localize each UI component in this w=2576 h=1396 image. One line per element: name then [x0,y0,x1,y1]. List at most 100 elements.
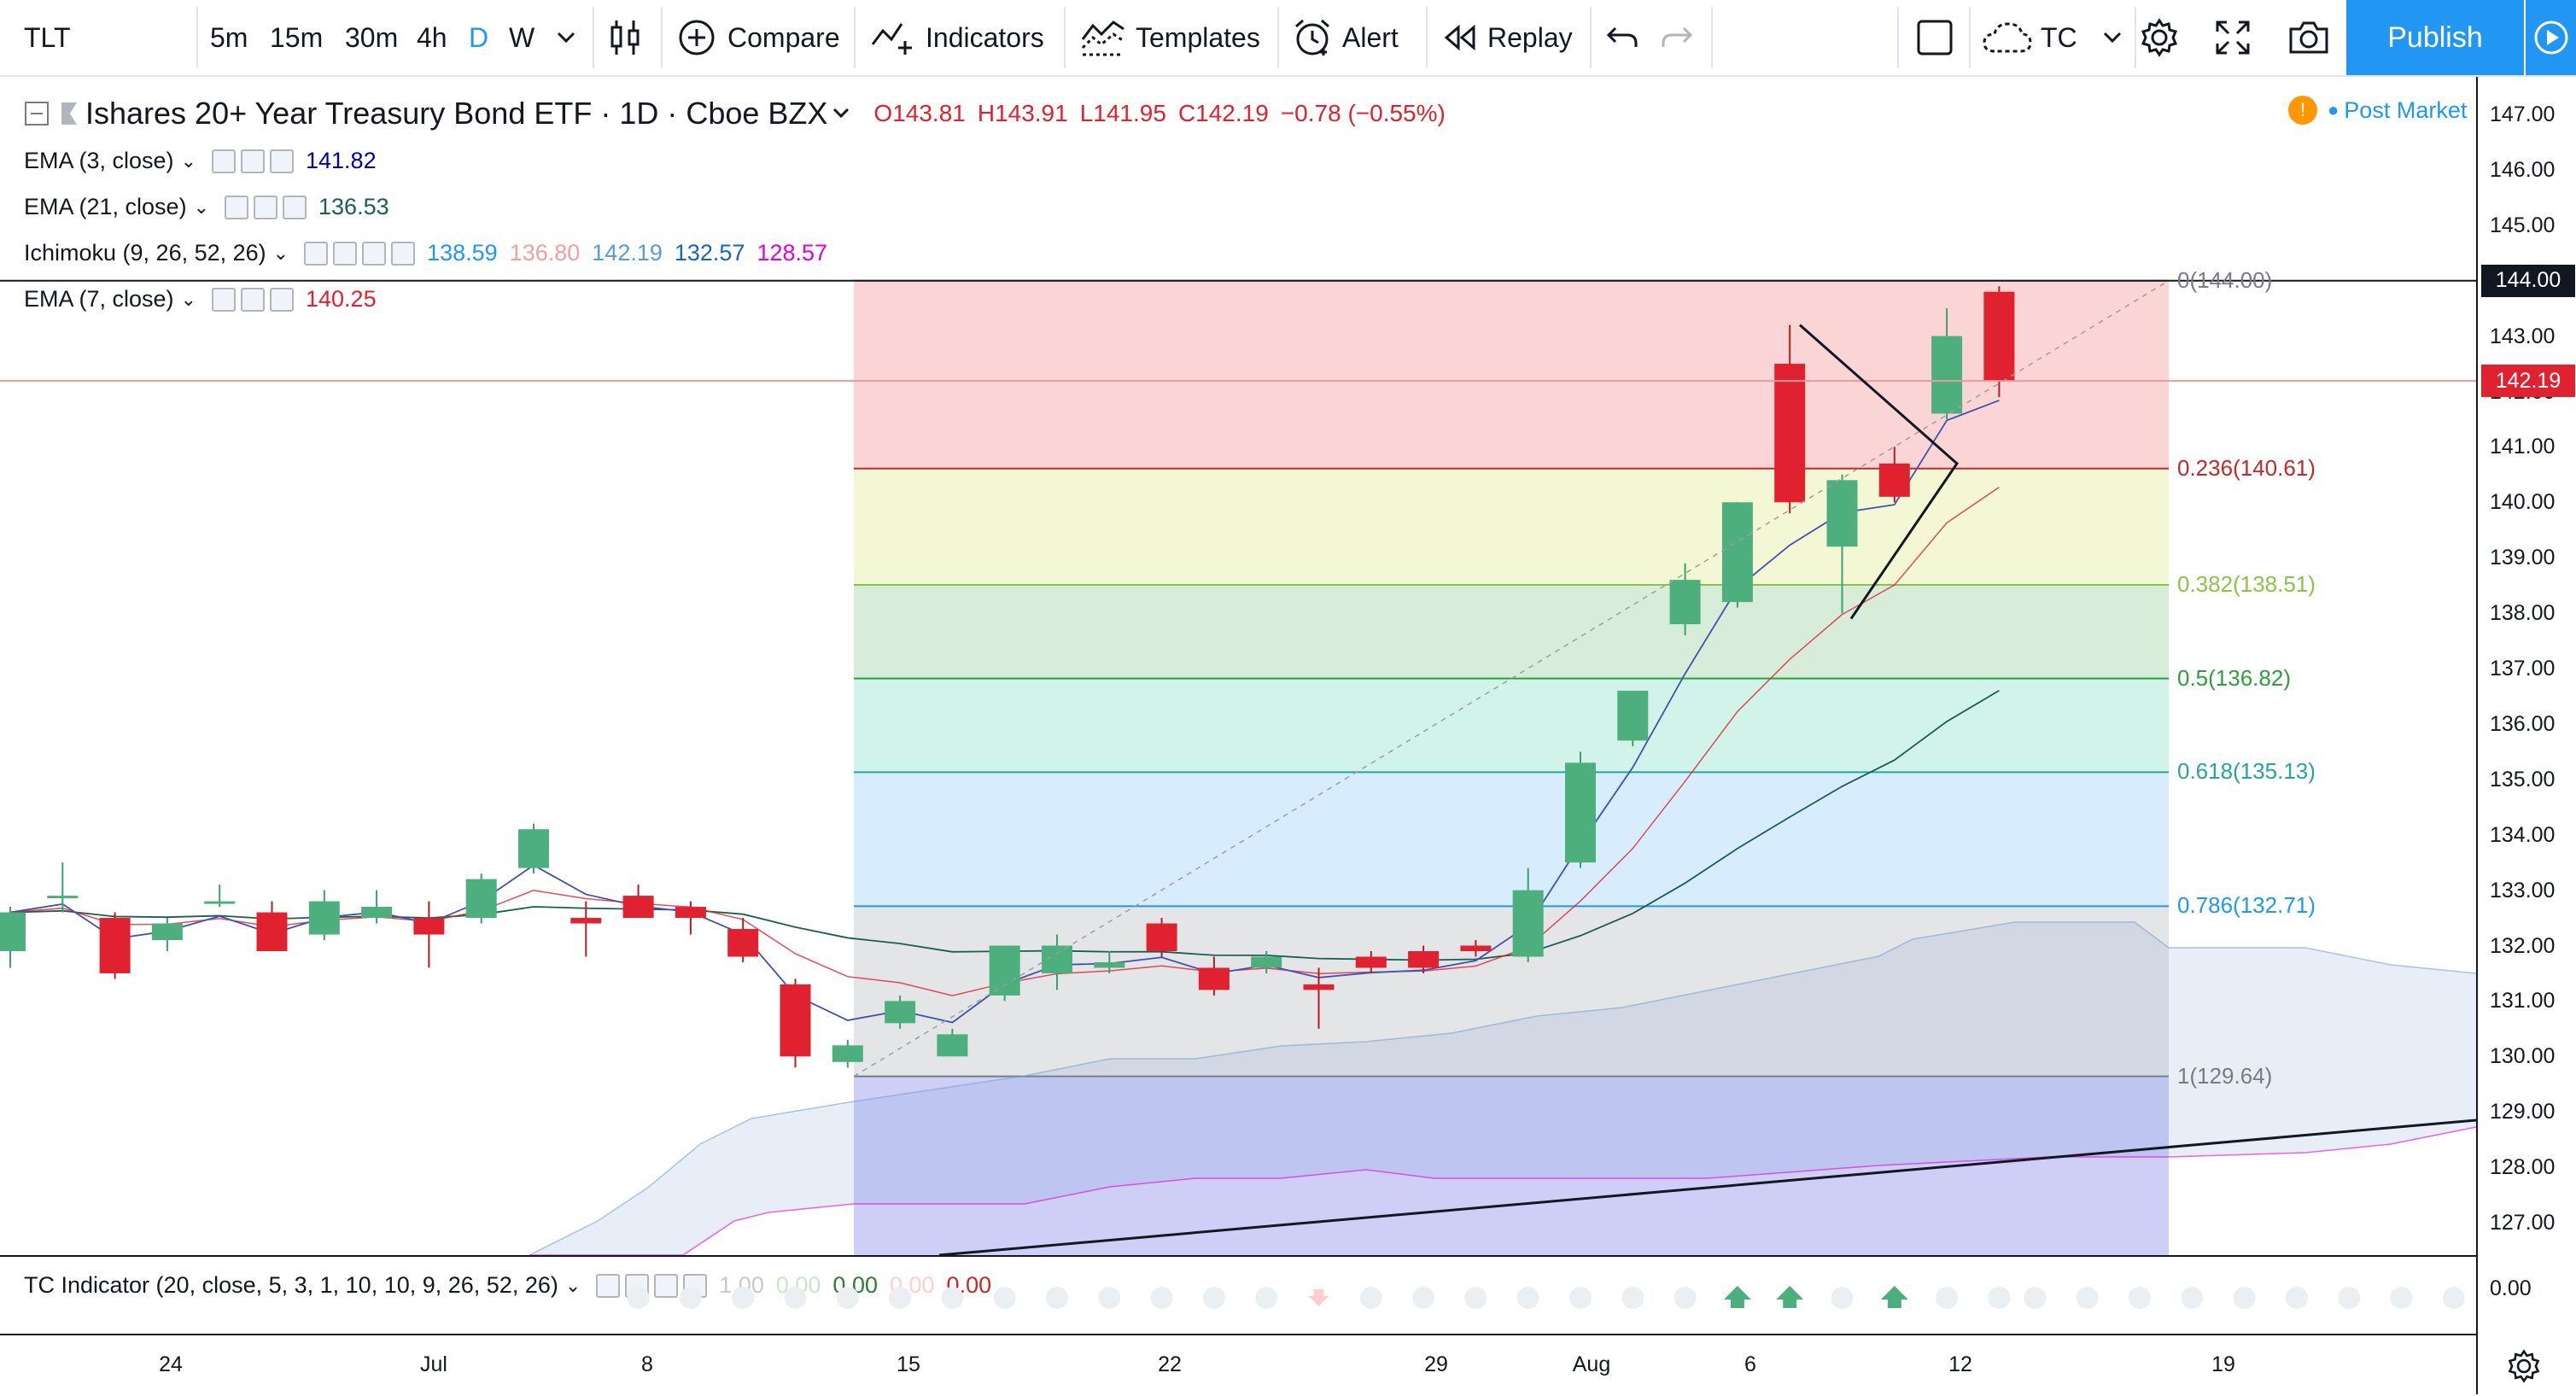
indicator-value: 141.82 [306,148,377,173]
up-arrow-icon [1723,1286,1751,1308]
chevron-down-icon[interactable]: ⌄ [272,242,289,264]
candle-body [465,879,497,919]
plus-circle-icon [679,20,715,55]
chevron-down-icon[interactable]: ⌄ [193,196,210,218]
chart-type-button[interactable] [608,0,642,75]
close-icon[interactable] [270,287,294,312]
interval-w[interactable]: W [509,0,534,75]
candle-body [1617,690,1649,741]
interval-4h[interactable]: 4h [417,0,447,75]
compare-button[interactable]: Compare [678,0,840,75]
candle-body [1774,364,1806,503]
indicator-label: TC Indicator (20, close, 5, 3, 1, 10, 10… [24,1272,558,1298]
fullscreen-icon [2216,20,2250,55]
interval-dropdown[interactable] [557,0,575,75]
time-axis[interactable]: 24 Jul 8 15 22 29 Aug 6 12 19 [0,1334,2476,1396]
candle-body [989,945,1020,996]
chevron-down-icon[interactable]: ⌄ [564,1274,581,1296]
price-label: 146.00 [2490,157,2556,182]
ema3-legend[interactable]: EMA (3, close) ⌄ 141.82 [24,148,377,174]
gear-icon[interactable] [333,241,358,266]
chevron-down-icon[interactable]: ⌄ [180,149,196,172]
undo-button[interactable] [1605,0,1639,75]
eye-icon[interactable] [596,1273,621,1298]
fib-zone [854,468,2169,586]
signal-dot [2129,1287,2151,1309]
candle-body [1565,762,1596,863]
candle-body [885,1001,916,1024]
price-label: 130.00 [2490,1044,2556,1069]
interval-d[interactable]: D [469,0,488,75]
symbol-search[interactable]: TLT [24,0,71,75]
signal-dot [732,1287,755,1309]
interval-5m[interactable]: 5m [210,0,248,75]
eye-icon[interactable] [225,195,249,219]
gear-icon[interactable] [254,195,278,219]
chevron-down-icon[interactable]: ⌄ [180,288,196,310]
divider [854,7,856,68]
candle-body [413,918,445,935]
snapshot-button[interactable] [2288,0,2329,75]
layout-button[interactable] [1916,0,1954,75]
alert-label: Alert [1342,21,1399,53]
candle-body [1669,580,1701,625]
close-icon[interactable] [270,149,294,173]
ohlc-low: L141.95 [1079,100,1166,126]
fib-level-label: 0.5(136.82) [2177,664,2291,691]
fib-zone [854,678,2169,773]
horizontal-line-price-badge: 144.00 [2481,264,2575,297]
interval-15m[interactable]: 15m [270,0,323,75]
divider [593,7,594,68]
redo-button[interactable] [1660,0,1694,75]
signal-dot [1831,1287,1854,1309]
symbol-title[interactable]: Ishares 20+ Year Treasury Bond ETF · 1D … [85,96,828,131]
price-label: 141.00 [2490,435,2556,459]
drawings [0,279,2476,1255]
signal-dot [993,1287,1016,1309]
candle-body [47,896,79,899]
close-icon[interactable] [391,241,416,266]
chart-settings-button[interactable] [2507,1349,2541,1387]
fib-level-label: 0.618(135.13) [2177,758,2316,785]
time-label: 12 [1948,1352,1972,1376]
collapse-icon[interactable] [24,101,50,126]
gear-icon[interactable] [241,287,265,312]
ema7-legend[interactable]: EMA (7, close) ⌄ 140.25 [24,286,377,312]
interval-label: W [509,21,535,53]
symbol-label: TLT [24,21,71,53]
settings-button[interactable] [2140,0,2179,75]
play-panel-button[interactable] [2526,0,2576,75]
ohlc-high: H143.91 [977,100,1068,126]
save-layout-button[interactable]: TC [1983,0,2122,75]
up-arrow-icon [1880,1286,1908,1308]
post-market-indicator[interactable]: ! ● Post Market [2288,96,2467,125]
eye-icon[interactable] [212,287,236,312]
time-label: Aug [1572,1352,1611,1376]
eye-icon[interactable] [304,241,329,266]
templates-button[interactable]: Templates [1081,0,1260,75]
ema21-legend[interactable]: EMA (21, close) ⌄ 136.53 [24,194,389,220]
interval-label: 15m [270,21,324,53]
interval-30m[interactable]: 30m [345,0,398,75]
replay-button[interactable]: Replay [1443,0,1573,75]
price-label: 139.00 [2490,546,2556,570]
publish-label: Publish [2387,20,2483,54]
ichimoku-cloud [529,921,2476,1255]
chevron-down-icon[interactable] [832,108,850,120]
price-label: 135.00 [2490,767,2556,791]
source-code-icon[interactable] [654,1273,679,1298]
price-chart[interactable] [0,77,2476,1255]
fullscreen-button[interactable] [2215,0,2251,75]
alert-button[interactable]: Alert [1293,0,1399,75]
indicators-label: Indicators [926,21,1044,53]
source-code-icon[interactable] [362,241,387,266]
fib-level-label: 0.382(138.51) [2177,571,2316,597]
tc-indicator-pane[interactable]: TC Indicator (20, close, 5, 3, 1, 10, 10… [0,1255,2476,1335]
close-icon[interactable] [283,195,307,219]
indicators-button[interactable]: Indicators [871,0,1044,75]
ichimoku-legend[interactable]: Ichimoku (9, 26, 52, 26) ⌄ 138.59 136.80 … [24,240,827,266]
publish-button[interactable]: Publish [2346,0,2524,75]
eye-icon[interactable] [212,149,236,173]
price-axis[interactable]: 147.00146.00145.00144.00143.00142.00141.… [2476,77,2576,1394]
gear-icon[interactable] [241,149,265,173]
